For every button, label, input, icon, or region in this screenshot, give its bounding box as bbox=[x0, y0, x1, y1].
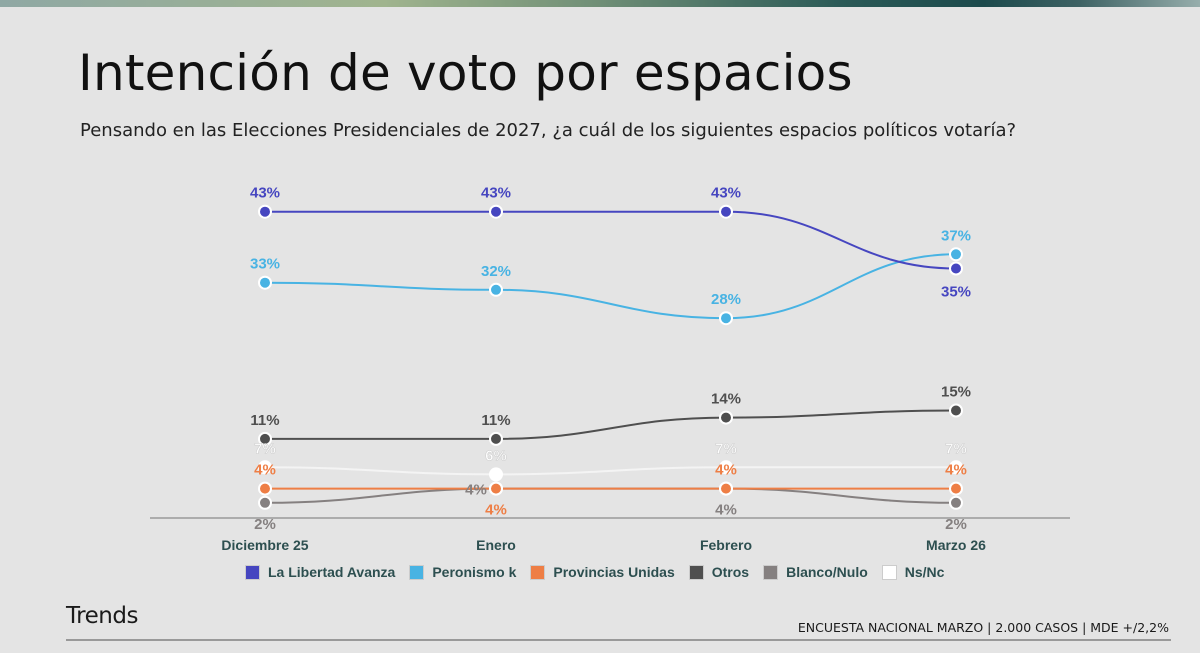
x-tick-label: Enero bbox=[476, 537, 516, 553]
x-tick-label: Diciembre 25 bbox=[221, 537, 308, 553]
data-label-provincias-unidas: 4% bbox=[945, 462, 967, 479]
legend-label: Otros bbox=[711, 564, 750, 580]
data-point-otros bbox=[258, 431, 272, 446]
footer-divider bbox=[66, 639, 1171, 641]
legend-swatch bbox=[245, 564, 260, 580]
data-point-peronismo-k bbox=[489, 282, 503, 297]
data-point-provincias-unidas bbox=[949, 481, 963, 496]
legend-item-la-libertad-avanza: La Libertad Avanza bbox=[245, 564, 395, 580]
legend-swatch bbox=[763, 564, 779, 580]
legend-item-peronismo-k: Peronismo k bbox=[409, 564, 516, 580]
data-point-ns-nc bbox=[258, 460, 272, 475]
data-label-otros: 14% bbox=[711, 391, 741, 408]
data-label-otros: 15% bbox=[941, 384, 971, 401]
data-label-blanco-nulo: 2% bbox=[254, 516, 276, 533]
data-label-peronismo-k: 37% bbox=[941, 227, 971, 244]
data-label-otros: 11% bbox=[481, 412, 510, 429]
series-line-ns-nc bbox=[264, 466, 956, 476]
data-point-otros bbox=[719, 410, 733, 425]
data-point-otros bbox=[949, 403, 963, 418]
survey-footnote: ENCUESTA NACIONAL MARZO | 2.000 CASOS | … bbox=[797, 620, 1169, 635]
top-gradient-bar bbox=[0, 0, 1200, 7]
legend-item-blanco-nulo: Blanco/Nulo bbox=[763, 564, 868, 580]
line-chart: Diciembre 25 Enero Febrero Marzo 26 7% 6% 7% 7%… bbox=[150, 185, 1070, 553]
legend-swatch bbox=[881, 564, 897, 580]
data-label-ns-nc: 7% bbox=[715, 440, 737, 457]
page-subtitle: Pensando en las Elecciones Presidenciale… bbox=[80, 120, 1017, 141]
data-point-la-libertad-avanza bbox=[489, 204, 503, 219]
legend-swatch bbox=[530, 564, 546, 580]
data-point-la-libertad-avanza bbox=[719, 204, 733, 219]
data-label-ns-nc: 7% bbox=[254, 440, 276, 457]
legend-label: La Libertad Avanza bbox=[268, 564, 396, 580]
series-line-blanco-nulo bbox=[264, 487, 957, 504]
data-label-ns-nc: 6% bbox=[485, 447, 507, 464]
series-line-la-libertad-avanza bbox=[264, 210, 957, 270]
data-point-provincias-unidas bbox=[258, 481, 272, 496]
data-point-la-libertad-avanza bbox=[258, 204, 272, 219]
data-label-la-libertad-avanza: 43% bbox=[250, 185, 280, 202]
data-point-ns-nc bbox=[949, 460, 963, 475]
data-point-blanco-nulo bbox=[949, 495, 963, 510]
legend-swatch bbox=[409, 564, 425, 580]
legend-item-provincias-unidas: Provincias Unidas bbox=[530, 564, 675, 580]
data-label-provincias-unidas: 4% bbox=[254, 462, 276, 479]
data-label-blanco-nulo: 4% bbox=[715, 502, 737, 519]
data-label-provincias-unidas: 4% bbox=[485, 502, 507, 519]
data-label-blanco-nulo: 4% bbox=[465, 482, 487, 499]
legend-label: Ns/Nc bbox=[904, 564, 945, 580]
data-label-la-libertad-avanza: 35% bbox=[941, 284, 971, 301]
data-label-ns-nc: 7% bbox=[945, 440, 967, 457]
data-point-provincias-unidas bbox=[489, 481, 503, 496]
brand-logo: Trends bbox=[66, 603, 138, 629]
page-title: Intención de voto por espacios bbox=[78, 44, 853, 102]
data-label-la-libertad-avanza: 43% bbox=[711, 185, 741, 202]
data-point-ns-nc bbox=[719, 460, 733, 475]
data-point-peronismo-k bbox=[949, 247, 963, 262]
legend-label: Provincias Unidas bbox=[553, 564, 675, 580]
data-point-la-libertad-avanza bbox=[949, 261, 963, 276]
legend-label: Peronismo k bbox=[432, 564, 517, 580]
series-line-otros bbox=[265, 409, 957, 440]
series-line-peronismo-k bbox=[264, 253, 957, 320]
data-point-provincias-unidas bbox=[719, 481, 733, 496]
data-label-otros: 11% bbox=[250, 412, 279, 429]
data-point-peronismo-k bbox=[258, 275, 272, 290]
legend-item-otros: Otros bbox=[688, 564, 750, 580]
legend-swatch bbox=[688, 564, 704, 580]
data-point-peronismo-k bbox=[719, 311, 733, 326]
chart-legend: La Libertad Avanza Peronismo k Provincias … bbox=[245, 564, 944, 580]
data-label-provincias-unidas: 4% bbox=[715, 462, 737, 479]
legend-label: Blanco/Nulo bbox=[786, 564, 868, 580]
data-point-otros bbox=[489, 431, 503, 446]
data-point-blanco-nulo bbox=[258, 495, 272, 510]
data-point-ns-nc bbox=[489, 467, 503, 482]
x-tick-label: Febrero bbox=[700, 537, 752, 553]
legend-item-ns-nc: Ns/Nc bbox=[881, 564, 945, 580]
data-label-peronismo-k: 33% bbox=[250, 256, 280, 273]
data-label-peronismo-k: 32% bbox=[481, 263, 511, 280]
data-label-peronismo-k: 28% bbox=[711, 291, 741, 308]
x-tick-label: Marzo 26 bbox=[926, 537, 986, 553]
data-label-la-libertad-avanza: 43% bbox=[481, 185, 511, 202]
data-label-blanco-nulo: 2% bbox=[945, 516, 967, 533]
